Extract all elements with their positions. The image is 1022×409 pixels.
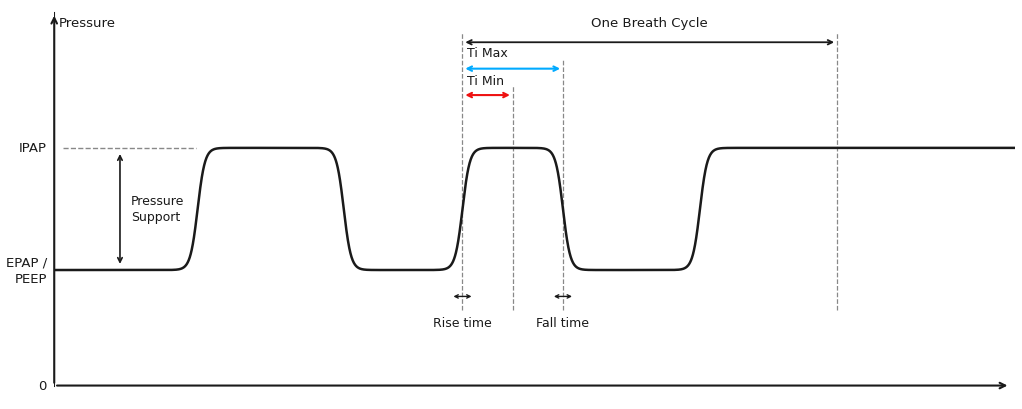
Text: IPAP: IPAP <box>19 142 47 155</box>
Text: One Breath Cycle: One Breath Cycle <box>592 17 708 30</box>
Text: Fall time: Fall time <box>537 317 590 329</box>
Text: Pressure
Support: Pressure Support <box>131 195 184 224</box>
Text: Pressure: Pressure <box>59 17 115 30</box>
Text: Rise time: Rise time <box>433 317 492 329</box>
Text: Ti Min: Ti Min <box>467 74 504 88</box>
Text: Ti Max: Ti Max <box>467 47 508 60</box>
Text: 0: 0 <box>39 379 47 392</box>
Text: EPAP /
PEEP: EPAP / PEEP <box>6 256 47 285</box>
